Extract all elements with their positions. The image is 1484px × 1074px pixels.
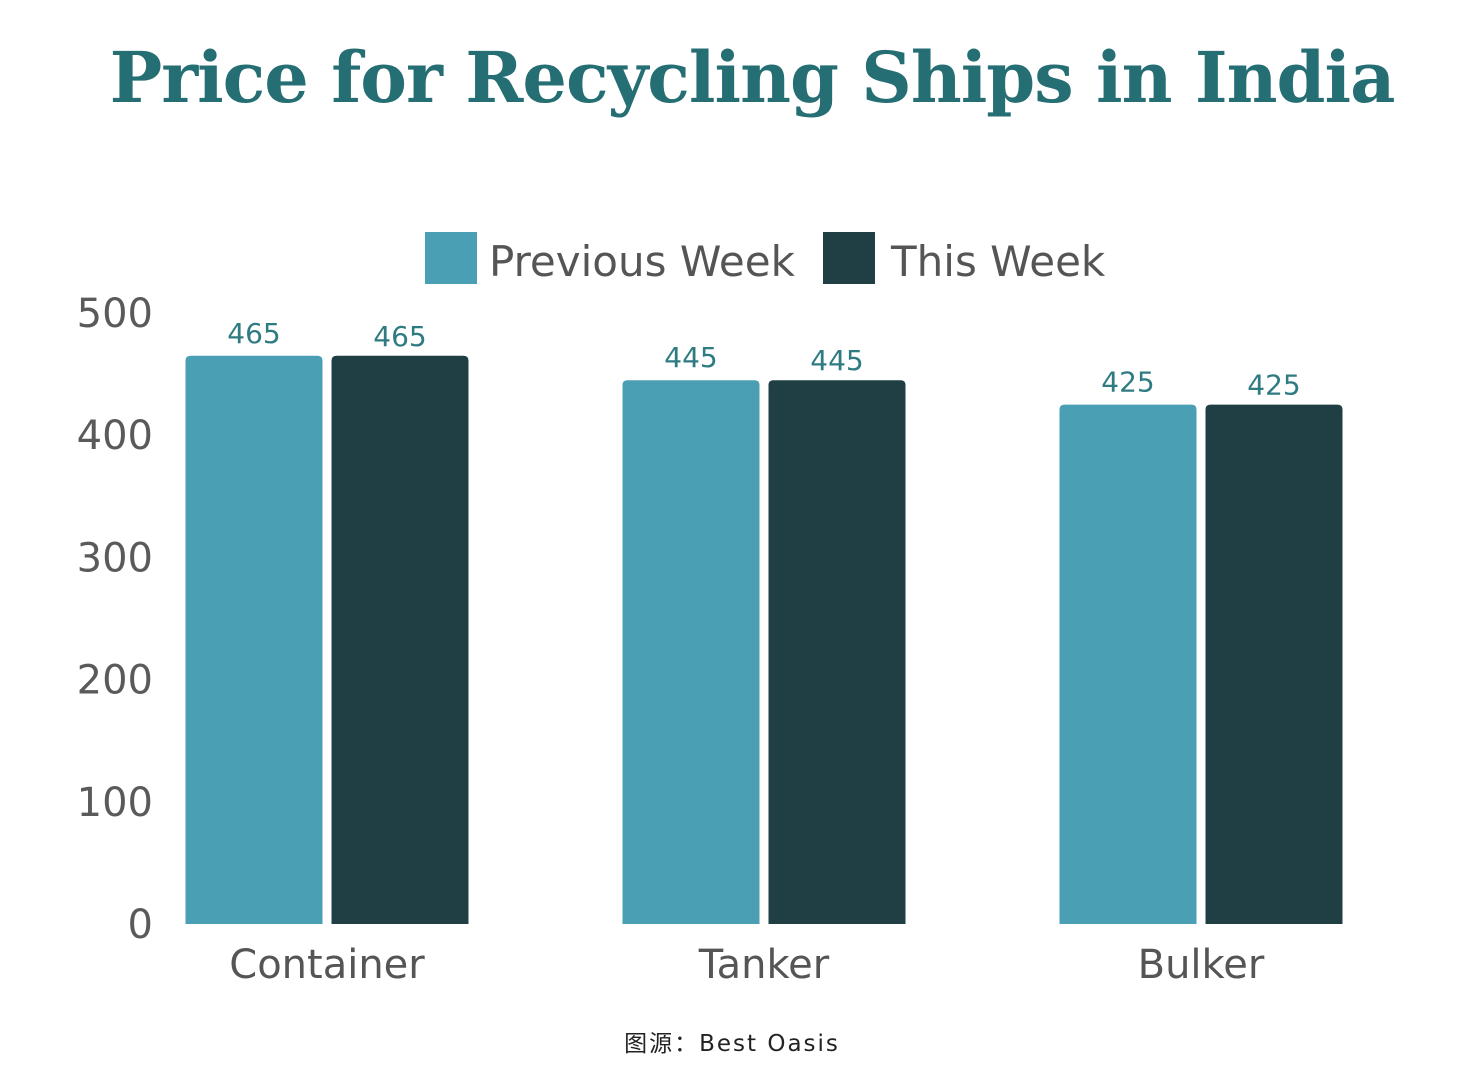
y-tick-label-1: 100 <box>77 780 153 826</box>
bar-container-2 <box>331 355 469 924</box>
y-tick-label-5: 500 <box>77 291 153 337</box>
bars <box>185 355 1343 925</box>
x-category-label-container: Container <box>229 942 425 988</box>
legend-label-2: This Week <box>890 237 1106 286</box>
bar-bulker-2 <box>1205 404 1343 924</box>
bar-tanker-2 <box>768 380 906 925</box>
y-tick-label-3: 300 <box>77 535 153 581</box>
x-category-label-tanker: Tanker <box>698 942 830 988</box>
y-axis: 0 100 200 300 400 500 <box>77 291 153 948</box>
chart-title: Price for Recycling Ships in India <box>110 36 1395 119</box>
value-label-tanker-1: 445 <box>664 341 717 374</box>
legend-label-1: Previous Week <box>489 237 796 286</box>
value-label-container-1: 465 <box>227 317 280 350</box>
legend: Previous Week This Week <box>425 232 1106 286</box>
legend-swatch-2 <box>823 232 875 284</box>
source-label: 图源：Best Oasis <box>624 1031 840 1057</box>
value-label-bulker-1: 425 <box>1101 366 1154 399</box>
x-axis: Container Tanker Bulker <box>229 942 1265 988</box>
bar-bulker-1 <box>1059 404 1197 924</box>
value-label-container-2: 465 <box>373 320 426 353</box>
bar-container-1 <box>185 355 323 924</box>
y-tick-label-2: 200 <box>77 658 153 704</box>
bar-tanker-1 <box>622 380 760 925</box>
y-tick-label-4: 400 <box>77 413 153 459</box>
value-label-tanker-2: 445 <box>810 344 863 377</box>
value-labels: 465 465 445 445 425 425 <box>227 317 1300 402</box>
value-label-bulker-2: 425 <box>1247 369 1300 402</box>
legend-swatch-1 <box>425 232 477 284</box>
y-tick-label-0: 0 <box>128 902 153 948</box>
x-category-label-bulker: Bulker <box>1138 942 1265 988</box>
